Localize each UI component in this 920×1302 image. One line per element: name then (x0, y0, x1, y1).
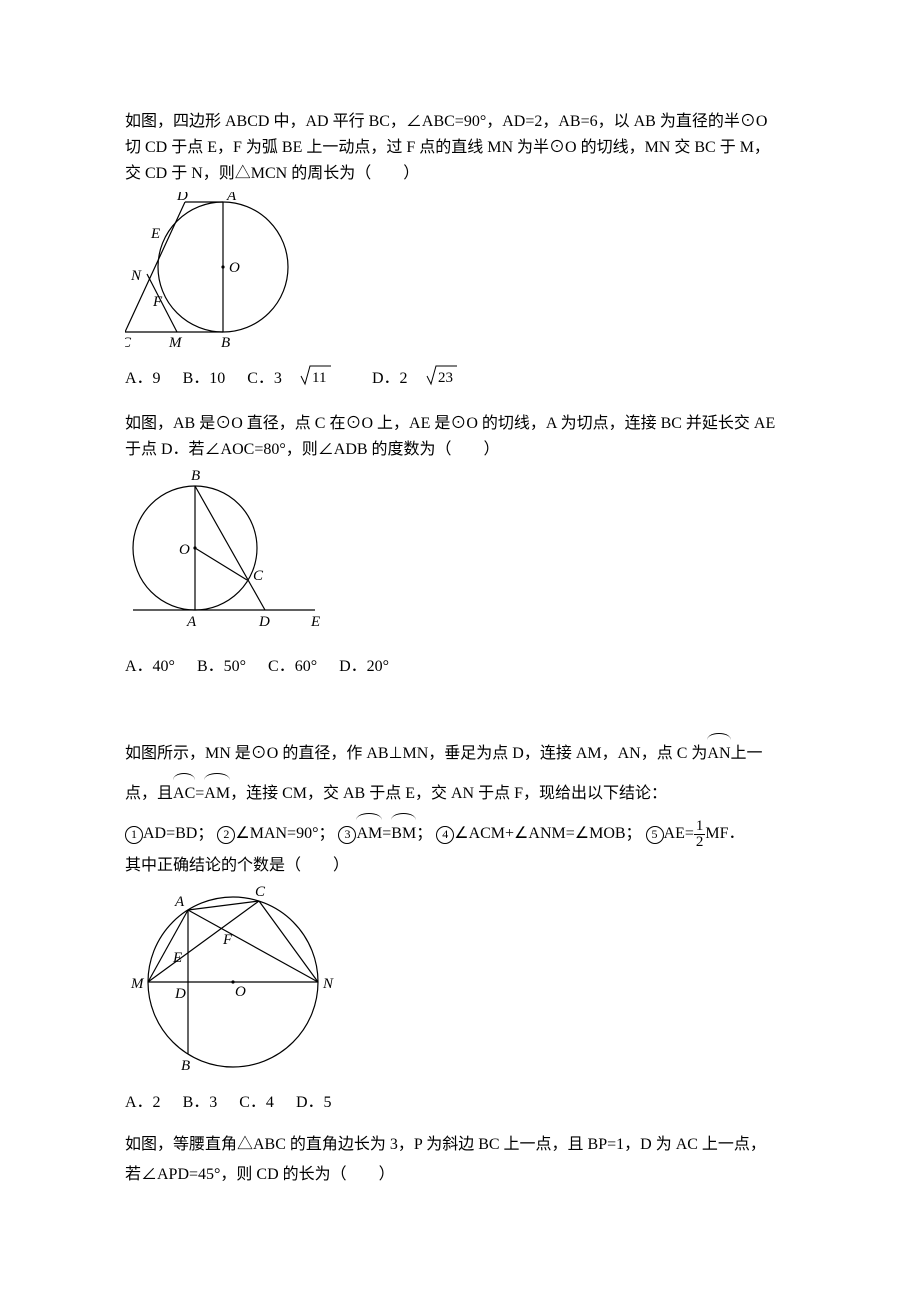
q1-line1: 如图，四边形 ABCD 中，AD 平行 BC，∠ABC=90°，AD=2，AB=… (125, 110, 795, 134)
svg-text:C: C (255, 884, 266, 900)
q1-optB: B．10 (183, 370, 226, 387)
q2-line2: 于点 D．若∠AOC=80°，则∠ADB 的度数为（ ） (125, 438, 795, 462)
q3-line4: 其中正确结论的个数是（ ） (125, 854, 795, 878)
page: 如图，四边形 ABCD 中，AD 平行 BC，∠ABC=90°，AD=2，AB=… (0, 0, 920, 1302)
svg-text:A: A (174, 894, 185, 910)
q2-options: A．40° B．50° C．60° D．20° (125, 655, 795, 679)
q1-line2: 切 CD 于点 E，F 为弧 BE 上一动点，过 F 点的直线 MN 为半⊙O … (125, 136, 795, 160)
svg-text:A: A (186, 614, 197, 630)
q3-line2: 点，且AC=AM，连接 CM，交 AB 于点 E，交 AN 于点 F，现给出以下… (125, 773, 795, 811)
svg-text:D: D (174, 986, 186, 1002)
q3-line1: 如图所示，MN 是⊙O 的直径，作 AB⊥MN，垂足为点 D，连接 AM，AN，… (125, 733, 795, 771)
svg-text:C: C (125, 335, 132, 351)
q3-figure: M N O A B D C E F (125, 884, 795, 1087)
q1-optA: A．9 (125, 370, 161, 387)
svg-text:E: E (310, 614, 320, 630)
q3-optB: B．3 (183, 1094, 218, 1111)
q4-line2: 若∠APD=45°，则 CD 的长为（ ） (125, 1159, 795, 1191)
svg-text:A: A (226, 192, 237, 204)
q3-optD: D．5 (296, 1094, 332, 1111)
svg-text:D: D (258, 614, 270, 630)
svg-text:F: F (152, 294, 163, 310)
svg-text:B: B (181, 1058, 190, 1074)
svg-text:23: 23 (438, 370, 453, 386)
q3-optC: C．4 (239, 1094, 274, 1111)
q1-line3: 交 CD 于 N，则△MCN 的周长为（ ） (125, 162, 795, 186)
svg-text:F: F (222, 932, 233, 948)
svg-text:O: O (235, 984, 246, 1000)
svg-text:D: D (176, 192, 188, 204)
svg-text:O: O (179, 542, 190, 558)
svg-text:E: E (172, 950, 182, 966)
svg-text:N: N (322, 976, 334, 992)
svg-text:E: E (150, 226, 160, 242)
q1-optD: D．223 (372, 370, 476, 387)
svg-text:B: B (191, 468, 200, 484)
q1-optC: C．311 (247, 370, 350, 387)
q3-statements: 1AD=BD； 2∠MAN=90°； 3AM=BM； 4∠ACM+∠ANM=∠M… (125, 813, 795, 851)
q2-line1: 如图，AB 是⊙O 直径，点 C 在⊙O 上，AE 是⊙O 的切线，A 为切点，… (125, 412, 795, 436)
q1-figure: D A B C E N F M O (125, 192, 795, 360)
svg-text:M: M (168, 335, 183, 351)
svg-text:O: O (229, 260, 240, 276)
q3-options: A．2 B．3 C．4 D．5 (125, 1091, 795, 1115)
svg-text:B: B (221, 335, 230, 351)
svg-text:M: M (130, 976, 145, 992)
svg-text:N: N (130, 268, 142, 284)
q2-figure: B A O C D E (125, 468, 795, 651)
q2-optD: D．20° (339, 658, 389, 675)
q2-optC: C．60° (268, 658, 317, 675)
q3-optA: A．2 (125, 1094, 161, 1111)
svg-text:11: 11 (312, 370, 326, 386)
q2-optB: B．50° (197, 658, 246, 675)
svg-text:C: C (253, 568, 264, 584)
q2-optA: A．40° (125, 658, 175, 675)
q1-options: A．9 B．10 C．311 D．223 (125, 364, 795, 394)
q4-line1: 如图，等腰直角△ABC 的直角边长为 3，P 为斜边 BC 上一点，且 BP=1… (125, 1133, 795, 1157)
